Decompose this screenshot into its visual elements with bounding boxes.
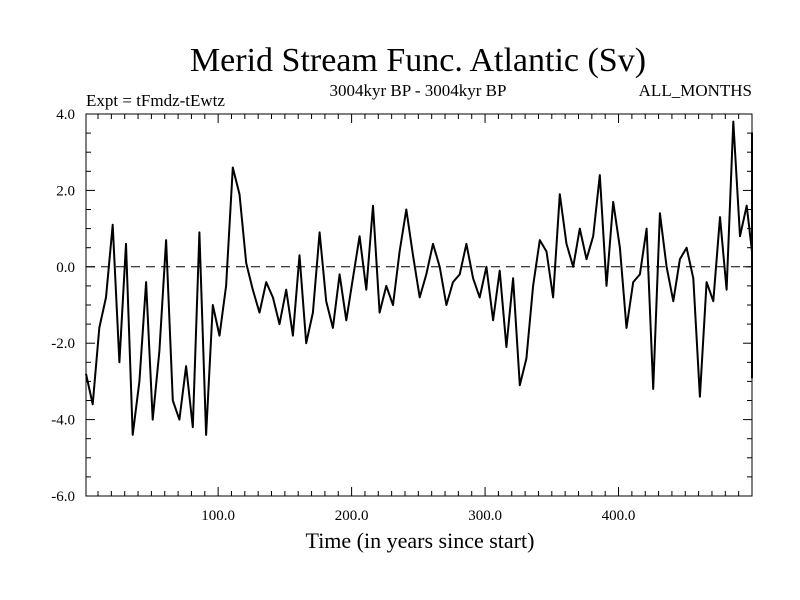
chart-title: Merid Stream Func. Atlantic (Sv) (190, 42, 646, 79)
y-tick-label: -2.0 (51, 336, 75, 352)
series-line (85, 120, 753, 436)
y-tick-label: 0.0 (56, 260, 75, 276)
y-tick-label: 4.0 (56, 107, 75, 123)
y-tick-label: 2.0 (56, 183, 75, 199)
x-tick-label: 100.0 (201, 508, 235, 524)
x-tick-label: 400.0 (602, 508, 636, 524)
subtitle-right: ALL_MONTHS (639, 81, 752, 100)
x-axis-label: Time (in years since start) (306, 528, 535, 553)
y-tick-label: -4.0 (51, 413, 75, 429)
x-tick-label: 200.0 (335, 508, 369, 524)
tick-labels: -6.0 -4.0 -2.0 0.0 2.0 4.0 100.0 200.0 300.0 400.… (51, 107, 635, 524)
y-tick-label: -6.0 (51, 489, 75, 505)
plot-frame (85, 113, 753, 497)
axis-ticks (86, 113, 752, 497)
x-tick-label: 300.0 (468, 508, 502, 524)
subtitle-center: 3004kyr BP - 3004kyr BP (330, 81, 507, 100)
subtitle-left: Expt = tFmdz-tEwtz (86, 91, 225, 110)
